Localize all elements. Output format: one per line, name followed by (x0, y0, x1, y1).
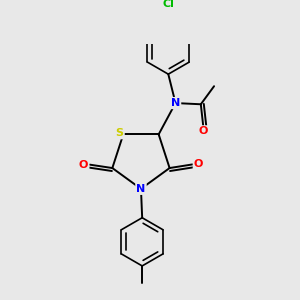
Text: O: O (194, 159, 203, 170)
Text: O: O (79, 160, 88, 170)
Text: O: O (199, 126, 208, 136)
Text: Cl: Cl (162, 0, 174, 9)
Text: N: N (136, 184, 146, 194)
Text: S: S (116, 128, 124, 138)
Text: N: N (171, 98, 180, 108)
